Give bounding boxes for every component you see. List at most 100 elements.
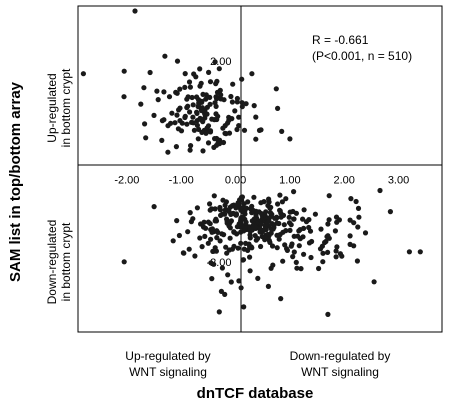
upper-quadrant-label-1: Up-regulated	[45, 73, 59, 142]
data-point	[182, 114, 188, 121]
data-point	[283, 196, 289, 202]
data-point	[325, 221, 331, 227]
data-point	[273, 86, 279, 92]
data-point	[290, 208, 296, 215]
data-point	[251, 194, 257, 200]
data-point	[205, 140, 212, 146]
data-point	[251, 216, 257, 222]
data-point	[203, 96, 209, 102]
data-point	[226, 130, 233, 136]
data-point	[159, 137, 165, 143]
data-point	[251, 103, 257, 109]
data-point	[151, 112, 157, 118]
data-point	[207, 201, 213, 207]
data-point	[332, 228, 338, 234]
data-point	[265, 218, 272, 224]
data-point	[211, 248, 217, 254]
data-point	[250, 224, 256, 230]
data-point	[222, 291, 228, 297]
data-point	[213, 142, 220, 148]
data-point	[147, 69, 153, 76]
data-point	[185, 94, 191, 100]
data-point	[208, 236, 214, 242]
data-point	[199, 244, 205, 250]
data-point	[190, 102, 196, 108]
data-point	[325, 249, 331, 255]
data-point	[194, 118, 200, 124]
data-point	[219, 265, 225, 271]
data-point	[238, 224, 244, 230]
data-point	[247, 235, 253, 241]
x-axis-title: dnTCF database	[197, 385, 314, 402]
data-point	[253, 136, 259, 142]
data-point	[252, 233, 258, 239]
x-tick-label: 0.00	[225, 174, 246, 186]
data-point	[161, 117, 167, 123]
data-point	[336, 217, 342, 223]
annotation-r: R = -0.661	[312, 33, 369, 47]
data-point	[142, 121, 148, 127]
data-point	[247, 268, 253, 274]
data-point	[284, 247, 290, 253]
data-point	[184, 121, 190, 127]
data-point	[291, 216, 297, 222]
data-point	[220, 139, 227, 146]
data-point	[316, 265, 322, 272]
data-point	[121, 94, 127, 100]
data-point	[281, 222, 287, 228]
data-point	[80, 71, 86, 77]
data-point	[239, 104, 245, 110]
data-point	[246, 241, 252, 247]
data-point	[242, 225, 248, 231]
data-point	[253, 114, 259, 120]
data-point	[173, 144, 179, 150]
data-point	[267, 239, 273, 245]
data-point	[182, 84, 188, 90]
data-point	[306, 240, 313, 246]
data-point	[227, 219, 233, 225]
data-point	[196, 126, 202, 132]
data-point	[232, 108, 238, 114]
data-point	[266, 199, 272, 205]
data-point	[121, 68, 127, 74]
data-point	[169, 110, 175, 116]
data-point	[226, 117, 232, 123]
data-point	[236, 123, 242, 129]
data-point	[197, 83, 203, 89]
data-point	[226, 208, 232, 214]
upper-quadrant-label-2: in bottom crypt	[59, 68, 73, 147]
data-point	[387, 209, 393, 215]
data-point	[297, 236, 303, 242]
data-point	[178, 128, 185, 134]
data-point	[228, 93, 234, 100]
data-point	[291, 233, 297, 239]
data-point	[154, 88, 160, 94]
data-point	[354, 258, 360, 264]
data-point	[236, 114, 242, 120]
data-point	[177, 118, 183, 124]
data-point	[216, 309, 222, 315]
data-point	[356, 214, 362, 220]
data-point	[288, 243, 294, 249]
data-point	[205, 123, 212, 129]
data-point	[197, 66, 203, 72]
data-point	[294, 265, 300, 271]
data-point	[213, 81, 219, 87]
data-point	[177, 86, 183, 92]
data-point	[277, 208, 283, 214]
data-point	[209, 226, 215, 232]
data-point	[203, 130, 209, 136]
data-point	[282, 242, 288, 248]
data-point	[195, 136, 201, 142]
data-point	[211, 193, 217, 199]
data-point	[235, 245, 241, 251]
data-point	[278, 296, 284, 302]
lower-quadrant-label-2: in bottom crypt	[59, 222, 73, 301]
data-point	[318, 226, 324, 232]
data-point	[202, 115, 208, 121]
data-point	[293, 259, 299, 265]
data-point	[287, 227, 293, 233]
data-point	[267, 210, 273, 216]
data-point	[355, 224, 361, 230]
